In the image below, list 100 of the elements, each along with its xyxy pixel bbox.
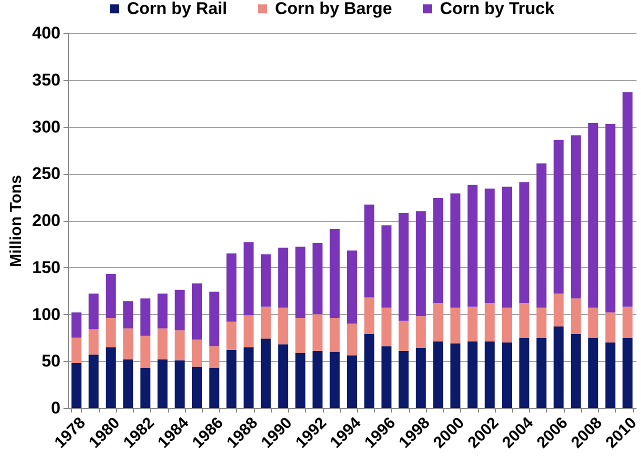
bar	[295, 246, 306, 318]
bar	[433, 198, 444, 303]
bar	[278, 344, 288, 408]
bar	[71, 312, 82, 338]
y-tick-label: 250	[32, 164, 60, 184]
bar	[554, 294, 564, 326]
bar	[106, 318, 116, 348]
bar	[295, 318, 306, 353]
bar	[347, 324, 357, 356]
bar	[174, 290, 185, 330]
bar	[484, 188, 495, 303]
bar	[364, 334, 374, 408]
bar	[192, 283, 202, 340]
bar	[468, 184, 478, 307]
bar	[398, 320, 409, 351]
bar	[244, 315, 254, 348]
y-tick-label: 100	[32, 304, 60, 324]
legend-label: Corn by Rail	[127, 0, 228, 18]
bar	[570, 334, 581, 408]
bar	[226, 350, 236, 408]
bar	[192, 366, 202, 408]
y-tick-label: 350	[32, 70, 60, 90]
bar	[278, 248, 288, 308]
bar	[605, 124, 616, 312]
bar	[123, 328, 134, 360]
bar	[450, 308, 460, 344]
y-tick-label: 0	[51, 398, 60, 418]
bar	[433, 341, 444, 408]
bar	[536, 163, 546, 308]
bar	[416, 211, 426, 316]
bar	[381, 308, 392, 346]
bar	[140, 368, 150, 408]
bar	[450, 193, 460, 308]
bar	[502, 342, 512, 408]
bar	[192, 340, 202, 367]
y-axis-title: Million Tons	[8, 174, 26, 268]
bar	[381, 225, 392, 308]
bar	[158, 294, 168, 328]
bar	[570, 135, 581, 298]
bar	[605, 342, 616, 408]
bar	[106, 347, 116, 408]
bar	[88, 329, 99, 355]
bar	[88, 294, 99, 330]
bar	[484, 341, 495, 408]
bar	[226, 322, 236, 350]
bar	[244, 347, 254, 408]
bar	[605, 312, 616, 342]
bar	[312, 350, 323, 408]
bar	[536, 308, 546, 338]
bar	[71, 363, 82, 408]
bar	[88, 354, 99, 408]
bar	[519, 303, 530, 338]
bar	[347, 356, 357, 408]
bar	[209, 292, 220, 346]
y-tick-label: 50	[42, 352, 60, 371]
y-tick-label: 200	[32, 211, 60, 230]
bar	[468, 341, 478, 408]
bar	[226, 253, 236, 322]
bar	[330, 228, 340, 318]
bar	[244, 242, 254, 316]
bar	[106, 274, 116, 318]
bar	[295, 352, 306, 408]
bar	[330, 352, 340, 408]
bar	[622, 92, 633, 307]
bar	[364, 204, 374, 298]
bar	[622, 338, 633, 408]
bar	[588, 338, 598, 408]
bar	[209, 346, 220, 368]
bar	[381, 346, 392, 408]
bar	[347, 250, 357, 324]
bar	[174, 330, 185, 360]
y-tick-label: 300	[32, 117, 60, 136]
bar	[123, 301, 134, 328]
bar	[502, 308, 512, 342]
y-tick-label: 400	[32, 24, 60, 42]
bar	[158, 359, 168, 408]
y-tick-label: 150	[32, 258, 60, 277]
bar	[484, 303, 495, 342]
bar	[260, 306, 271, 339]
bar	[140, 298, 150, 336]
bar	[554, 140, 564, 294]
legend-label: Corn by Barge	[275, 0, 392, 18]
bar	[209, 368, 220, 408]
bar	[519, 182, 530, 303]
bar	[123, 359, 134, 408]
bar	[174, 360, 185, 408]
bar	[71, 338, 82, 363]
bar	[260, 254, 271, 307]
bar	[502, 186, 512, 308]
bar	[416, 316, 426, 348]
bar	[450, 343, 460, 408]
bar	[158, 328, 168, 360]
bar	[312, 314, 323, 351]
bar	[536, 338, 546, 408]
bar	[140, 336, 150, 368]
bar	[588, 308, 598, 338]
bar	[554, 326, 564, 408]
bar	[468, 306, 478, 342]
bar	[416, 348, 426, 408]
bar	[433, 303, 444, 342]
